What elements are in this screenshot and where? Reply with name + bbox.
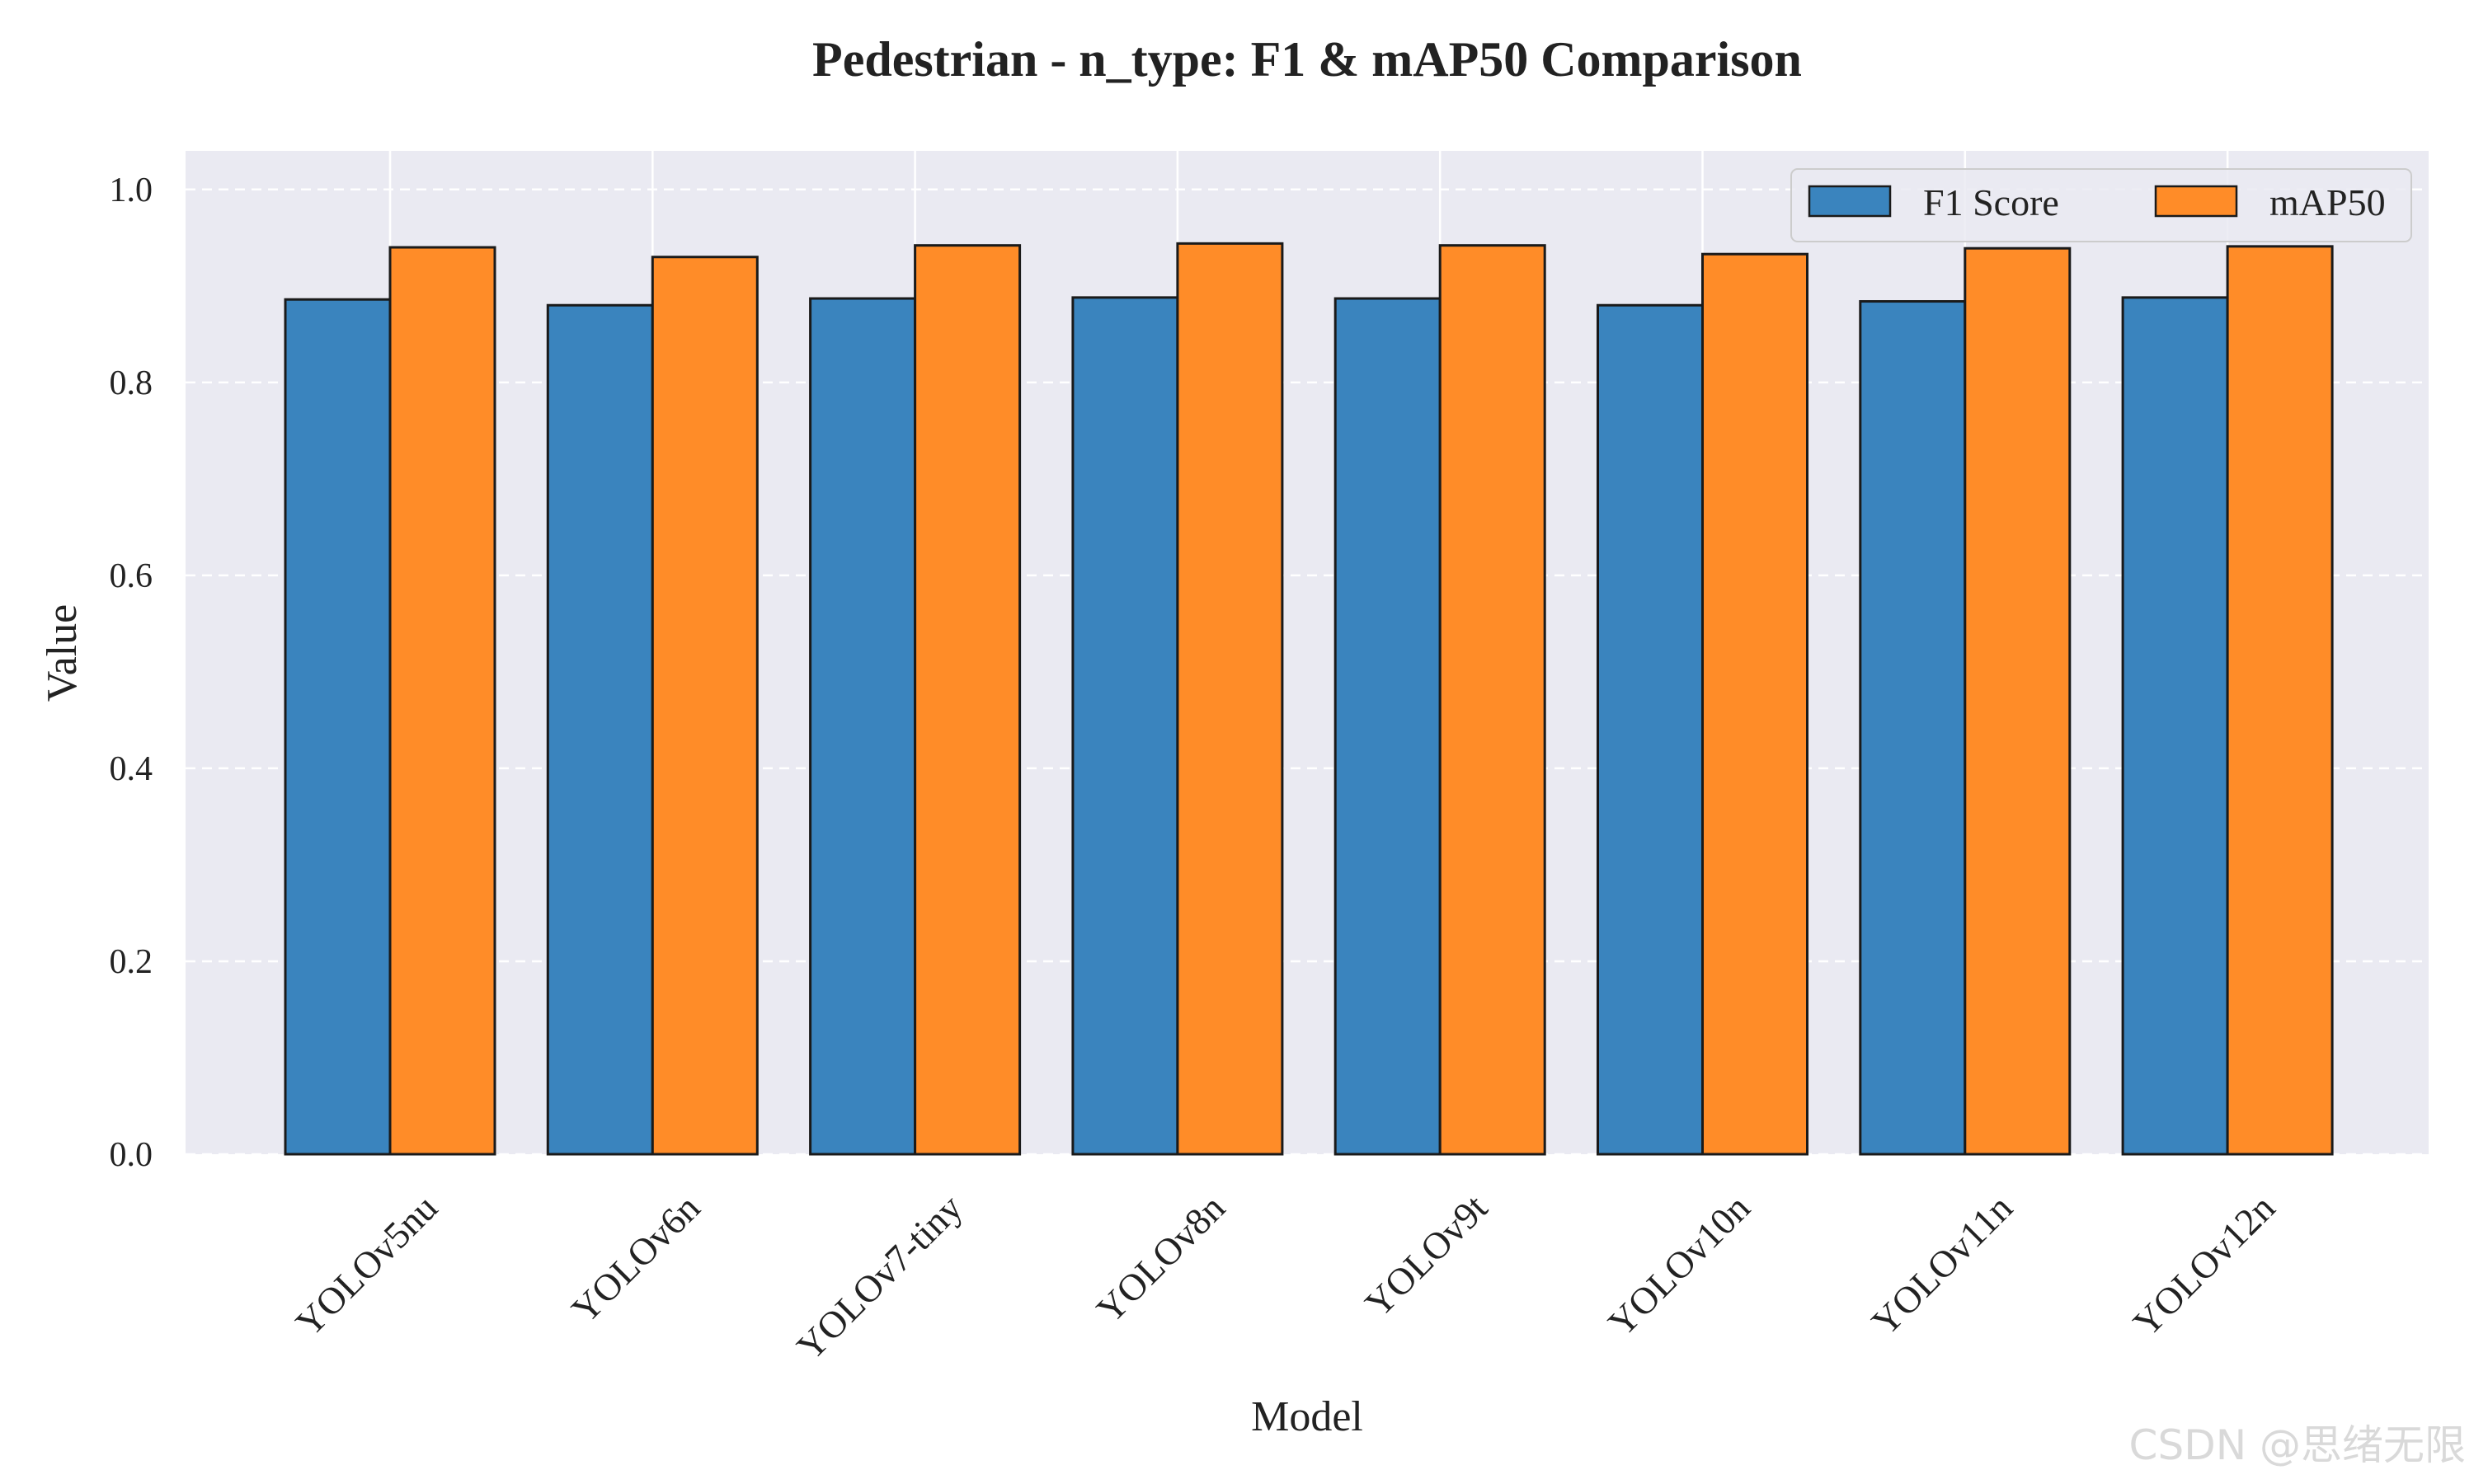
legend-label-f1: F1 Score: [1923, 181, 2059, 223]
x-tick-label: YOLOv10n: [1600, 1186, 1757, 1344]
bar-f1-yolov12n: [2121, 296, 2229, 1156]
bar-map50-yolov9t: [1438, 244, 1546, 1156]
x-tick-label: YOLOv11n: [1864, 1186, 2020, 1343]
x-tick-label: YOLOv5nu: [288, 1186, 445, 1344]
bars: [284, 242, 2334, 1156]
legend-swatch-map50: [2154, 185, 2238, 218]
bar-map50-yolov12n: [2226, 245, 2334, 1156]
x-tick-labels: YOLOv5nu YOLOv6n YOLOv7-tiny YOLOv8n YOLOv9t…: [288, 1186, 2284, 1369]
bar-f1-yolov9t: [1333, 297, 1442, 1156]
bar-f1-yolov8n: [1071, 296, 1179, 1156]
legend: F1 Score mAP50: [1790, 168, 2412, 242]
bar-map50-yolov10n: [1701, 252, 1808, 1156]
watermark: CSDN @思绪无限: [2129, 1421, 2466, 1469]
x-tick-label: YOLOv7-tiny: [788, 1186, 970, 1368]
bar-map50-yolov5nu: [388, 246, 496, 1156]
plot-area: [186, 151, 2429, 1154]
y-tick-labels: 0.0 0.2 0.4 0.6 0.8 1.0: [110, 171, 153, 1174]
bar-f1-yolov10n: [1597, 303, 1704, 1156]
bar-f1-yolov6n: [546, 303, 654, 1156]
bar-map50-yolov6n: [651, 256, 759, 1156]
y-tick-label: 0.4: [110, 750, 153, 788]
y-axis-label: Value: [39, 604, 86, 702]
legend-frame: [1790, 168, 2412, 242]
bar-map50-yolov7-tiny: [914, 244, 1022, 1156]
legend-label-map50: mAP50: [2269, 181, 2386, 223]
chart-title: Pedestrian - n_type: F1 & mAP50 Comparis…: [812, 32, 1802, 87]
bar-map50-yolov8n: [1176, 242, 1284, 1156]
bar-f1-yolov5nu: [284, 298, 392, 1156]
x-tick-label: YOLOv8n: [1089, 1186, 1233, 1331]
y-tick-label: 1.0: [110, 171, 153, 209]
bar-map50-yolov11n: [1964, 247, 2072, 1156]
x-tick-label: YOLOv6n: [563, 1186, 708, 1331]
legend-swatch-f1: [1808, 185, 1892, 218]
x-axis-label: Model: [1251, 1393, 1363, 1440]
y-tick-label: 0.8: [110, 364, 153, 402]
y-tick-label: 0.0: [110, 1136, 153, 1174]
x-tick-label: YOLOv9t: [1357, 1186, 1495, 1325]
bar-f1-yolov11n: [1859, 300, 1967, 1156]
bar-f1-yolov7-tiny: [809, 297, 917, 1156]
y-tick-label: 0.2: [110, 943, 153, 981]
y-tick-label: 0.6: [110, 557, 153, 595]
x-tick-label: YOLOv12n: [2125, 1186, 2283, 1344]
